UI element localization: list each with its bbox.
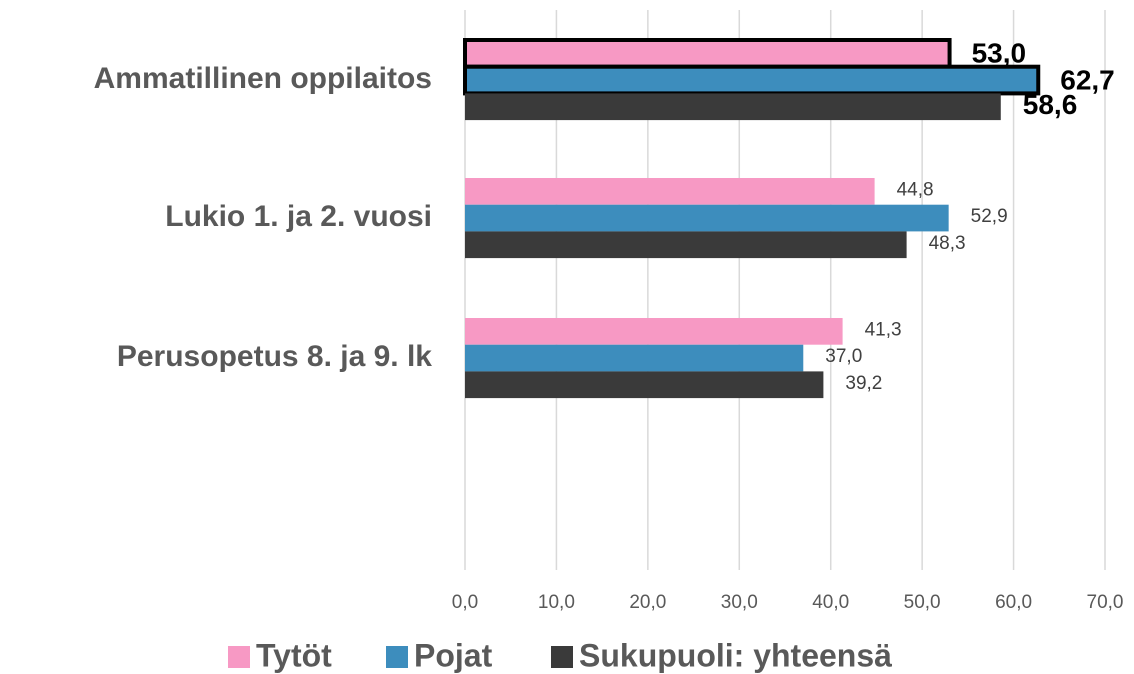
bar <box>465 371 824 399</box>
bar <box>465 231 907 259</box>
data-label: 48,3 <box>929 233 966 254</box>
category-label: Perusopetus 8. ja 9. lk <box>117 340 432 373</box>
x-tick-label: 20,0 <box>629 592 666 613</box>
bar <box>465 344 804 372</box>
data-label: 62,7 <box>1060 64 1115 95</box>
bar <box>465 93 1001 121</box>
data-label: 39,2 <box>845 373 882 394</box>
x-tick-label: 50,0 <box>904 592 941 613</box>
category-label: Lukio 1. ja 2. vuosi <box>165 200 432 233</box>
data-label: 37,0 <box>825 346 862 367</box>
x-tick-label: 0,0 <box>452 592 478 613</box>
x-tick-label: 10,0 <box>538 592 575 613</box>
x-tick-label: 70,0 <box>1087 592 1124 613</box>
x-tick-label: 40,0 <box>812 592 849 613</box>
legend-label: Tytöt <box>256 637 332 673</box>
legend-swatch <box>551 646 573 668</box>
bar <box>463 38 952 69</box>
bar <box>465 178 875 205</box>
data-label: 41,3 <box>865 319 902 340</box>
legend-swatch <box>386 646 408 668</box>
legend-swatch <box>228 646 250 668</box>
bar <box>465 204 949 232</box>
x-tick-label: 60,0 <box>995 592 1032 613</box>
bar <box>463 64 1041 96</box>
data-label: 53,0 <box>972 38 1027 69</box>
data-label: 52,9 <box>971 206 1008 227</box>
data-label: 44,8 <box>897 179 934 200</box>
legend-label: Pojat <box>414 637 493 673</box>
bar <box>465 318 843 345</box>
x-tick-label: 30,0 <box>721 592 758 613</box>
legend-label: Sukupuoli: yhteensä <box>579 637 892 673</box>
category-label: Ammatillinen oppilaitos <box>94 62 432 95</box>
data-label: 58,6 <box>1023 89 1078 120</box>
